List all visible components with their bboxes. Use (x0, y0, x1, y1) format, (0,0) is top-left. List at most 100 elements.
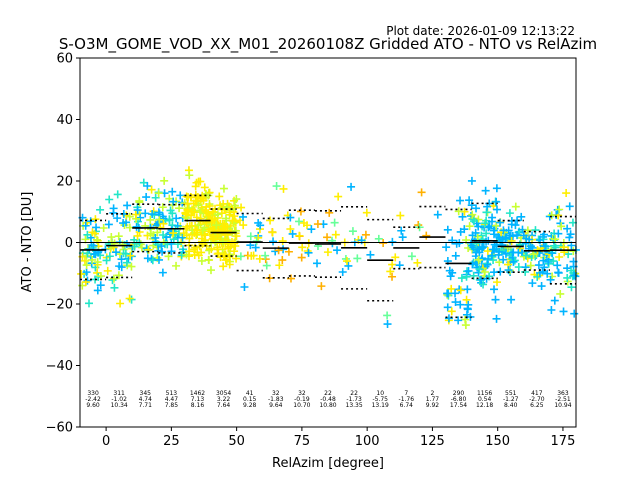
scatter-point (507, 236, 516, 245)
scatter-point (213, 210, 222, 219)
scatter-point (194, 201, 203, 210)
scatter-point (88, 228, 97, 237)
bin-std-label: 13.35 (346, 402, 363, 409)
scatter-point (555, 205, 564, 214)
scatter-point (200, 183, 209, 192)
x-tick-label: 175 (551, 434, 576, 449)
scatter-point (451, 289, 460, 298)
scatter-point (546, 275, 555, 284)
scatter-point (181, 210, 190, 219)
y-axis-ticks: −60 −40 −20 0 20 40 60 (46, 52, 80, 436)
scatter-point (154, 189, 163, 198)
scatter-point (158, 268, 167, 277)
scatter-point (176, 191, 185, 200)
scatter-point (122, 258, 131, 267)
scatter-point (240, 283, 249, 292)
y-tick-label: 60 (56, 52, 73, 67)
scatter-point (565, 233, 574, 242)
scatter-point (383, 320, 392, 329)
scatter-point (275, 261, 284, 270)
scatter-point (85, 245, 94, 254)
scatter-point (146, 229, 155, 238)
scatter-point (468, 241, 477, 250)
scatter-point (544, 257, 553, 266)
scatter-point (191, 182, 200, 191)
scatter-point (83, 230, 92, 239)
scatter-point (219, 262, 228, 271)
scatter-point (472, 248, 481, 257)
scatter-point (246, 232, 255, 241)
scatter-point (144, 245, 153, 254)
scatter-point (178, 233, 187, 242)
scatter-point (565, 202, 574, 211)
scatter-point (454, 207, 463, 216)
scatter-point (531, 226, 540, 235)
y-tick-label: −60 (46, 421, 73, 436)
scatter-point (192, 197, 201, 206)
bin-count-label: 10 (376, 390, 384, 397)
scatter-point (221, 214, 230, 223)
scatter-point (563, 224, 572, 233)
scatter-point (461, 321, 470, 330)
scatter-point (113, 190, 122, 199)
scatter-point (513, 231, 522, 240)
bin-std-label: 10.70 (293, 402, 310, 409)
y-tick-label: −20 (46, 298, 73, 313)
scatter-point (91, 215, 100, 224)
bin-mean-label: 0.54 (478, 396, 492, 403)
bin-count-label: 7 (404, 390, 408, 397)
scatter-point (297, 253, 306, 262)
scatter-point (83, 276, 92, 285)
scatter-point (488, 245, 497, 254)
scatter-point (230, 201, 239, 210)
scatter-point (554, 229, 563, 238)
scatter-point (224, 242, 233, 251)
scatter-point (268, 228, 277, 237)
scatter-point (143, 254, 152, 263)
scatter-point (251, 243, 260, 252)
bin-mean-label: -1.76 (399, 396, 415, 403)
y-tick-label: 20 (56, 175, 73, 190)
scatter-point (96, 205, 105, 214)
scatter-point (397, 226, 406, 235)
scatter-point (278, 256, 287, 265)
scatter-point (478, 243, 487, 252)
scatter-point (230, 247, 239, 256)
scatter-point (557, 222, 566, 231)
scatter-point (504, 226, 513, 235)
scatter-point (153, 228, 162, 237)
bin-std-label: 7.64 (217, 402, 231, 409)
scatter-point (495, 233, 504, 242)
bin-count-label: 3054 (216, 390, 231, 397)
scatter-point (205, 201, 214, 210)
scatter-point (186, 193, 195, 202)
x-tick-label: 50 (228, 434, 245, 449)
scatter-point (166, 206, 175, 215)
scatter-point (133, 231, 142, 240)
scatter-point (323, 248, 332, 257)
scatter-point (317, 282, 326, 291)
scatter-point (96, 281, 105, 290)
scatter-point (344, 261, 353, 270)
scatter-point (114, 271, 123, 280)
scatter-point (472, 204, 481, 213)
scatter-point (151, 193, 160, 202)
scatter-point (464, 300, 473, 309)
scatter-point (114, 232, 123, 241)
y-tick-label: 0 (65, 236, 73, 251)
scatter-point (231, 226, 240, 235)
scatter-point (313, 220, 322, 229)
scatter-point (556, 289, 565, 298)
chart-title: S-O3M_GOME_VOD_XX_M01_20260108Z Gridded … (59, 35, 597, 54)
bin-mean-label: -1.83 (268, 396, 284, 403)
scatter-point (417, 188, 426, 197)
scatter-point (348, 227, 357, 236)
scatter-point (303, 246, 312, 255)
scatter-point (218, 237, 227, 246)
scatter-point (198, 240, 207, 249)
scatter-point (521, 267, 530, 276)
scatter-point (130, 242, 139, 251)
y-tick-label: −40 (46, 359, 73, 374)
bin-std-label: 9.64 (269, 402, 283, 409)
scatter-point (541, 242, 550, 251)
